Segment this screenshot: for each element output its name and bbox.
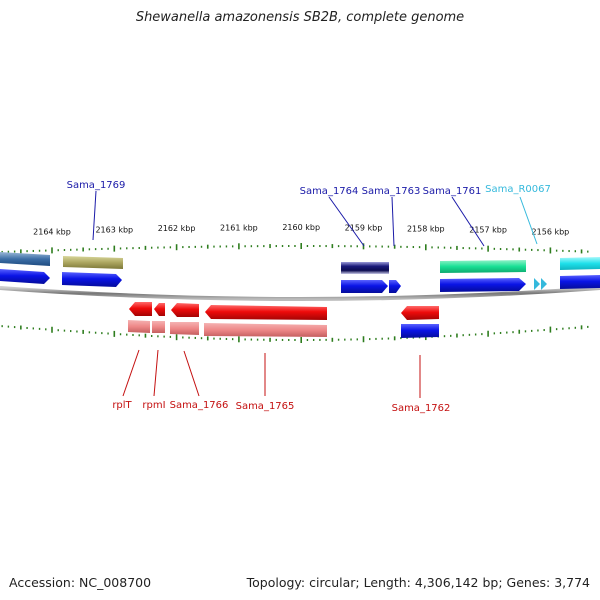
- scale-label: 2162 kbp: [158, 224, 196, 233]
- cds-arrow-sama-1762[interactable]: [401, 306, 439, 320]
- scale-label: 2164 kbp: [33, 227, 71, 236]
- feature-pink-sama-1765[interactable]: [204, 323, 327, 337]
- label-sama-1766[interactable]: Sama_1766: [170, 400, 229, 411]
- scale-label: 2161 kbp: [220, 223, 258, 232]
- cds-arrow-left[interactable]: [0, 269, 50, 284]
- feature-pink-rplt[interactable]: [128, 320, 150, 333]
- lower-tick-row: [1, 325, 589, 343]
- leader-sama-1763: [391, 196, 395, 247]
- feature-navy[interactable]: [341, 262, 389, 274]
- forward-features-outer: [0, 252, 600, 274]
- scale-label: 2163 kbp: [95, 226, 133, 235]
- label-rpmi[interactable]: rpmI: [142, 400, 165, 411]
- genome-backbone: [0, 286, 600, 301]
- leader-sama-1766: [183, 350, 200, 397]
- feature-pink-rpmi[interactable]: [152, 321, 165, 333]
- label-sama-1763[interactable]: Sama_1763: [362, 186, 421, 197]
- accession-text: Accession: NC_008700: [9, 575, 152, 590]
- leader-sama-1761: [451, 196, 485, 247]
- forward-gene-labels: Sama_1769 Sama_1764 Sama_1763 Sama_1761 …: [67, 180, 551, 197]
- cds-arrow-right[interactable]: [560, 275, 600, 289]
- rna-arrow-sama-r0067-a[interactable]: [534, 278, 540, 290]
- label-sama-1769[interactable]: Sama_1769: [67, 180, 126, 191]
- label-sama-r0067[interactable]: Sama_R0067: [485, 184, 551, 195]
- leader-rpmi: [153, 349, 159, 397]
- forward-cds-lane: [0, 269, 600, 293]
- leader-sama-r0067: [519, 196, 538, 245]
- label-sama-1764[interactable]: Sama_1764: [300, 186, 359, 197]
- feature-left-steel[interactable]: [0, 252, 50, 266]
- cds-arrow-sama-1765[interactable]: [205, 305, 327, 320]
- reverse-cds-lane: [129, 302, 439, 320]
- label-sama-1762[interactable]: Sama_1762: [392, 403, 451, 414]
- leader-rplt: [122, 349, 140, 397]
- rna-arrow-sama-r0067-b[interactable]: [541, 278, 547, 290]
- scale-label: 2160 kbp: [282, 223, 320, 232]
- leader-sama-1769: [92, 190, 97, 241]
- cds-arrow-sama-1769[interactable]: [62, 272, 122, 287]
- scale-label: 2156 kbp: [532, 227, 570, 236]
- feature-olive[interactable]: [63, 256, 123, 269]
- genome-summary-text: Topology: circular; Length: 4,306,142 bp…: [246, 575, 590, 590]
- scale-label: 2157 kbp: [469, 226, 507, 235]
- label-rplt[interactable]: rplT: [112, 400, 132, 411]
- leader-sama-1764: [328, 196, 365, 247]
- cds-arrow-rplt[interactable]: [129, 302, 152, 316]
- cds-arrow-sama-1763[interactable]: [389, 280, 401, 293]
- feature-pink-sama-1766[interactable]: [170, 322, 199, 335]
- reverse-leader-lines: [122, 349, 421, 398]
- map-title: Shewanella amazonensis SB2B, complete ge…: [135, 10, 465, 25]
- scale-labels: 2164 kbp 2163 kbp 2162 kbp 2161 kbp 2160 kbp…: [33, 223, 569, 236]
- feature-blue-sama-1762[interactable]: [401, 324, 439, 338]
- reverse-gene-labels: rplT rpmI Sama_1766 Sama_1765 Sama_1762: [112, 400, 450, 414]
- scale-label: 2159 kbp: [345, 223, 383, 232]
- cds-arrow-rpmi[interactable]: [154, 303, 165, 316]
- cds-arrow-sama-1766[interactable]: [171, 303, 199, 317]
- reverse-feature-lane: [128, 320, 439, 338]
- label-sama-1761[interactable]: Sama_1761: [423, 186, 482, 197]
- feature-cyan[interactable]: [560, 257, 600, 270]
- forward-leader-lines: [92, 190, 538, 247]
- cds-arrow-sama-1764[interactable]: [341, 280, 388, 293]
- scale-label: 2158 kbp: [407, 224, 445, 233]
- feature-green[interactable]: [440, 260, 526, 273]
- cds-arrow-sama-1761[interactable]: [440, 278, 526, 292]
- label-sama-1765[interactable]: Sama_1765: [236, 401, 295, 412]
- upper-tick-row: [1, 243, 589, 254]
